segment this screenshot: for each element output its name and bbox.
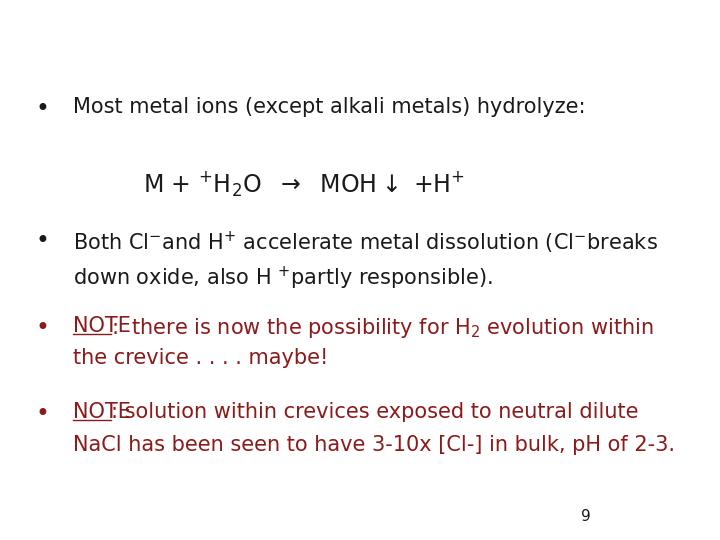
Text: : solution within crevices exposed to neutral dilute: : solution within crevices exposed to ne… xyxy=(111,402,639,422)
Text: Both Cl$^{-}$and H$^{+}$ accelerate metal dissolution (Cl$^{-}$breaks: Both Cl$^{-}$and H$^{+}$ accelerate meta… xyxy=(73,230,658,256)
Text: NaCl has been seen to have 3-10x [Cl-] in bulk, pH of 2-3.: NaCl has been seen to have 3-10x [Cl-] i… xyxy=(73,435,675,455)
Text: •: • xyxy=(36,402,50,426)
Text: down oxide, also H $^{+}$partly responsible).: down oxide, also H $^{+}$partly responsi… xyxy=(73,265,492,292)
Text: NOTE: NOTE xyxy=(73,316,131,336)
Text: •: • xyxy=(36,316,50,340)
Text: :  there is now the possibility for H$_{2}$ evolution within: : there is now the possibility for H$_{2… xyxy=(111,316,654,340)
Text: •: • xyxy=(36,97,50,121)
Text: the crevice . . . . maybe!: the crevice . . . . maybe! xyxy=(73,348,328,368)
Text: •: • xyxy=(36,230,50,253)
Text: Most metal ions (except alkali metals) hydrolyze:: Most metal ions (except alkali metals) h… xyxy=(73,97,585,117)
Text: NOTE: NOTE xyxy=(73,402,131,422)
Text: 9: 9 xyxy=(581,509,591,524)
Text: M $+$ $^{+}$H$_{2}$O  $\rightarrow$  MOH$\downarrow$ $+$H$^{+}$: M $+$ $^{+}$H$_{2}$O $\rightarrow$ MOH$\… xyxy=(143,170,466,199)
